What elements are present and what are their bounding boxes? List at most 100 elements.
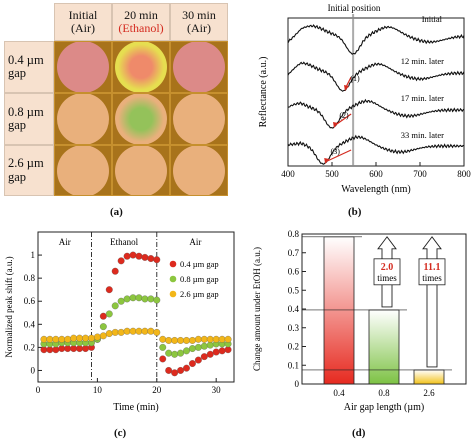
sample-photo: [54, 145, 112, 196]
x-tick-label: 10: [93, 385, 103, 395]
data-point: [188, 337, 196, 344]
ratio-unit: times: [377, 273, 397, 283]
region-label: Air: [59, 237, 71, 247]
photo-grid: Initial (Air) 20 min (Ethanol) 30 min (Air)…: [4, 3, 228, 196]
x-ticks: 400 500 600 700 800: [281, 162, 471, 179]
y-tick-label: 0.2: [288, 342, 299, 352]
arrow-head: [344, 85, 349, 91]
data-point: [76, 345, 84, 352]
category-label: 0.8: [378, 388, 390, 398]
data-point: [206, 350, 214, 358]
data-point: [200, 353, 208, 361]
legend-label: 0.8 µm gap: [180, 274, 219, 284]
ratio-unit: times: [422, 273, 442, 283]
spectrum-line: [287, 61, 465, 92]
row-header-line1: 0.4 µm: [8, 52, 44, 67]
sample-photo: [54, 93, 112, 145]
data-point: [99, 323, 107, 331]
data-point: [194, 343, 202, 351]
y-axis-label: Change amount under EtOH (a.u.): [252, 247, 262, 371]
region-label: Air: [189, 237, 201, 247]
caption-a: (a): [110, 206, 123, 218]
data-point: [159, 355, 167, 363]
data-point: [224, 335, 232, 343]
data-point: [212, 348, 220, 356]
marker-label: Initial position: [328, 3, 381, 13]
row-header-line2: gap: [8, 66, 27, 80]
column-header-30min: 30 min (Air): [170, 3, 228, 41]
data-point: [141, 295, 149, 303]
data-point: [147, 295, 155, 303]
x-tick-label: 700: [413, 169, 427, 179]
spectrum-line: [287, 24, 465, 55]
data-point: [40, 346, 48, 354]
data-point: [194, 335, 202, 343]
data-point: [218, 335, 226, 343]
ratio-arrow: [422, 236, 442, 368]
y-tick-label: 0.6: [288, 267, 300, 277]
ratio-box: [418, 258, 446, 286]
data-point: [147, 327, 155, 335]
x-tick-label: 500: [325, 169, 339, 179]
x-axis-label: Air gap length (µm): [344, 402, 424, 413]
data-point: [105, 286, 113, 294]
y-tick-label: 0.3: [288, 323, 300, 333]
data-point: [105, 310, 113, 318]
data-point: [105, 330, 113, 337]
ratio-box: [373, 258, 401, 286]
x-tick-label: 30: [212, 385, 222, 395]
data-point: [183, 364, 190, 372]
data-point: [212, 335, 220, 343]
data-point: [206, 341, 214, 349]
arrow-label: (2): [339, 111, 349, 120]
data-point: [159, 335, 167, 343]
caption-b: (b): [348, 206, 362, 218]
data-point: [147, 255, 155, 262]
arrow-head: [333, 122, 338, 128]
sample-disk: [173, 94, 225, 144]
plot-frame: [37, 231, 235, 383]
arrow-head: [324, 158, 330, 164]
data-point: [153, 328, 161, 336]
data-point: [200, 342, 208, 350]
legend-marker: [169, 290, 177, 298]
data-point: [171, 369, 179, 377]
y-axis-label: Normalized peak shift (a.u.): [4, 256, 14, 357]
data-point: [218, 347, 226, 355]
data-point: [183, 337, 190, 344]
row-header-line2: gap: [8, 118, 27, 132]
x-axis-label: Time (min): [113, 402, 158, 413]
data-point: [117, 297, 125, 305]
data-point: [135, 252, 143, 260]
sample-photo: [54, 41, 112, 93]
data-point: [129, 251, 137, 259]
y-tick-label: 0.7: [288, 248, 300, 258]
arrow-label: (1): [350, 74, 360, 83]
legend-label: 2.6 µm gap: [180, 289, 219, 299]
data-point: [171, 337, 179, 344]
data-point: [165, 337, 173, 344]
data-point: [99, 312, 107, 320]
data-point: [194, 356, 202, 364]
category-label: 0.4: [333, 388, 345, 398]
x-tick-label: 20: [152, 385, 162, 395]
sample-disk: [173, 42, 225, 92]
data-point: [58, 335, 66, 343]
data-point: [123, 252, 131, 260]
data-point: [76, 334, 84, 342]
data-point: [111, 328, 119, 336]
data-point: [70, 334, 78, 342]
data-point: [64, 335, 72, 343]
data-point: [135, 294, 143, 302]
data-point: [129, 294, 137, 302]
data-point: [58, 345, 66, 352]
legend-label: 0.4 µm gap: [180, 259, 219, 269]
data-point: [224, 346, 232, 354]
y-axis-label: Reflectance (a.u.): [258, 57, 269, 128]
data-point: [141, 327, 149, 335]
data-point: [117, 328, 125, 336]
column-header-20min: 20 min (Ethanol): [112, 3, 170, 41]
arrow-label: (3): [331, 147, 341, 156]
region-label: Ethanol: [110, 237, 138, 247]
axes-ticks: 0 0.1 0.2 0.3 0.4 0.5 0.6 0.7 0.8: [288, 229, 306, 389]
